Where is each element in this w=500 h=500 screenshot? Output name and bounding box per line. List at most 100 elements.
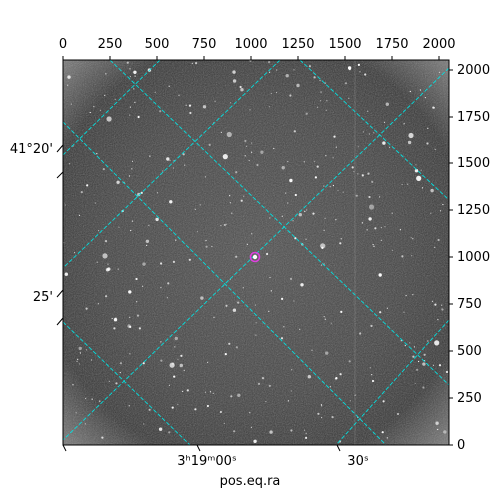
star <box>229 202 231 204</box>
star <box>410 237 412 239</box>
star <box>383 121 386 123</box>
star <box>351 166 354 169</box>
star <box>424 97 426 99</box>
star <box>131 168 133 170</box>
star <box>409 342 411 344</box>
star <box>108 380 110 382</box>
star <box>64 272 69 276</box>
star <box>361 174 364 177</box>
right-tick-label: 1250 <box>457 203 490 218</box>
sky-image <box>63 60 449 445</box>
star <box>325 351 329 355</box>
star <box>184 164 186 166</box>
star <box>160 359 163 362</box>
star <box>117 268 119 270</box>
star <box>205 239 207 242</box>
star <box>240 88 244 92</box>
star <box>244 139 247 143</box>
dec-tick-label: 25' <box>33 290 53 305</box>
star <box>200 296 204 300</box>
star <box>320 404 322 406</box>
star <box>434 303 437 306</box>
star <box>138 327 141 330</box>
star <box>169 362 175 368</box>
star <box>148 224 150 226</box>
star <box>276 69 278 71</box>
star <box>304 210 306 212</box>
star <box>418 360 420 363</box>
star <box>168 85 170 87</box>
star <box>289 178 293 183</box>
star <box>369 367 371 369</box>
star <box>441 308 444 311</box>
star <box>186 389 189 392</box>
star <box>128 405 130 407</box>
star <box>369 204 375 210</box>
star <box>175 239 177 241</box>
star <box>283 326 285 328</box>
star <box>368 217 372 221</box>
star <box>231 212 233 214</box>
right-tick-label: 250 <box>457 391 482 406</box>
star <box>211 245 213 248</box>
star <box>158 427 163 431</box>
star <box>380 227 382 229</box>
star <box>202 105 207 109</box>
star <box>414 169 419 173</box>
star <box>313 160 316 162</box>
star <box>230 102 232 104</box>
star <box>281 215 283 217</box>
star <box>357 63 360 66</box>
star <box>434 340 440 346</box>
star <box>64 204 66 206</box>
star <box>443 430 447 434</box>
star <box>128 175 131 177</box>
star <box>86 184 89 187</box>
star <box>281 166 285 170</box>
star <box>114 98 116 101</box>
star <box>281 297 284 300</box>
star <box>308 65 311 68</box>
star <box>332 157 334 159</box>
star <box>108 268 110 270</box>
star <box>316 165 319 168</box>
star <box>261 377 265 380</box>
star <box>339 373 342 376</box>
star <box>135 277 138 281</box>
star <box>160 287 162 289</box>
star <box>85 397 87 400</box>
star <box>325 109 327 111</box>
star <box>229 195 231 197</box>
star <box>411 255 413 257</box>
star <box>209 391 212 393</box>
star <box>340 238 342 240</box>
star <box>294 237 297 240</box>
star <box>172 167 175 169</box>
star <box>374 227 377 230</box>
star <box>230 395 233 398</box>
star <box>137 192 141 197</box>
top-tick-label: 2000 <box>422 37 455 52</box>
star <box>329 186 331 188</box>
star <box>240 199 243 202</box>
star <box>268 310 270 312</box>
star <box>344 82 347 85</box>
star <box>245 145 248 147</box>
star <box>399 229 401 231</box>
left-dec-axis: 41°20' 25' <box>10 142 64 326</box>
star <box>257 382 261 385</box>
star <box>97 303 99 305</box>
star <box>96 153 98 155</box>
star <box>177 358 179 360</box>
star <box>232 70 236 74</box>
star <box>319 100 322 102</box>
star <box>361 222 363 224</box>
star <box>233 430 236 433</box>
star <box>254 304 257 306</box>
star <box>414 382 416 384</box>
star <box>102 168 105 171</box>
top-tick-label: 0 <box>59 37 67 52</box>
star <box>85 349 88 351</box>
star <box>426 142 429 145</box>
